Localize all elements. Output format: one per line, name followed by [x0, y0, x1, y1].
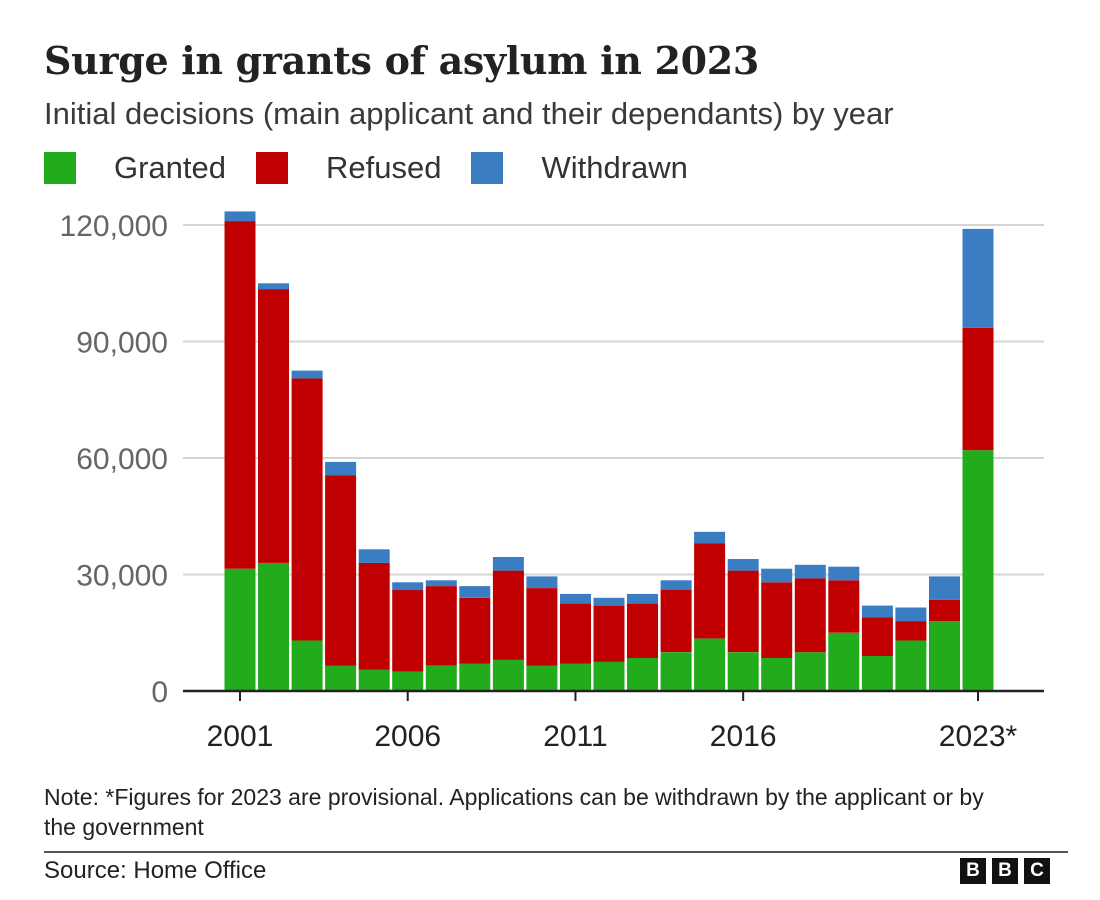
bar-refused	[291, 378, 323, 641]
bar-granted	[828, 632, 860, 692]
x-tick-label: 2006	[374, 720, 441, 753]
chart-subtitle: Initial decisions (main applicant and th…	[44, 96, 894, 131]
legend-swatch-granted	[44, 152, 76, 184]
bar-refused	[627, 603, 658, 658]
bar-granted	[660, 652, 692, 691]
bar-granted	[358, 669, 390, 691]
bar-withdrawn	[425, 580, 457, 587]
bar-refused	[492, 570, 524, 660]
bar-withdrawn	[258, 283, 289, 290]
bar-granted	[459, 663, 491, 691]
bar-refused	[794, 578, 826, 653]
y-tick-label: 60,000	[76, 443, 168, 476]
bar-withdrawn	[962, 228, 994, 328]
bar-refused	[962, 327, 994, 451]
chart-title: Surge in grants of asylum in 2023	[44, 38, 760, 83]
bar-granted	[727, 652, 759, 691]
bar-withdrawn	[660, 580, 692, 590]
bar-refused	[459, 597, 491, 664]
y-tick-label: 120,000	[60, 210, 168, 243]
bar-granted	[593, 661, 625, 691]
bar-withdrawn	[929, 576, 960, 600]
legend-item-withdrawn: Withdrawn	[471, 150, 688, 186]
y-tick-label: 30,000	[76, 560, 168, 593]
bbc-logo-letter: C	[1024, 858, 1050, 884]
bar-withdrawn	[694, 531, 726, 544]
bar-granted	[258, 562, 289, 691]
footer-divider	[44, 851, 1068, 853]
bar-refused	[258, 289, 289, 563]
bar-refused	[325, 475, 357, 666]
bar-withdrawn	[492, 557, 524, 571]
bar-granted	[929, 621, 960, 691]
bar-granted	[895, 640, 927, 691]
bar-withdrawn	[861, 605, 893, 618]
legend-swatch-refused	[256, 152, 289, 184]
bar-granted	[492, 659, 524, 691]
bbc-logo-letter: B	[960, 858, 986, 884]
bbc-logo-letter: B	[992, 858, 1018, 884]
bbc-logo: B B C	[960, 858, 1056, 884]
bar-granted	[761, 658, 793, 691]
bar-withdrawn	[627, 593, 658, 604]
legend: Granted Refused Withdrawn	[44, 150, 718, 186]
bar-refused	[895, 621, 927, 641]
bar-granted	[425, 665, 457, 691]
x-tick-label: 2011	[543, 720, 608, 753]
x-tick-label: 2016	[710, 720, 777, 753]
bar-refused	[694, 543, 726, 639]
bar-refused	[929, 599, 960, 622]
bar-withdrawn	[358, 549, 390, 563]
bar-refused	[560, 603, 591, 664]
x-tick-label: 2001	[207, 720, 274, 753]
bar-granted	[627, 658, 658, 691]
bar-withdrawn	[526, 576, 558, 589]
bar-granted	[224, 568, 256, 691]
chart-note: Note: *Figures for 2023 are provisional.…	[44, 784, 984, 840]
bar-refused	[660, 590, 692, 653]
bar-withdrawn	[593, 597, 625, 606]
legend-item-refused: Refused	[256, 150, 441, 186]
bar-granted	[526, 665, 558, 691]
bar-granted	[560, 663, 591, 691]
bar-withdrawn	[560, 593, 591, 604]
bar-refused	[828, 580, 860, 633]
bar-refused	[526, 588, 558, 666]
stacked-bar-chart: 0 30,000 60,000 90,000 120,000 2001 2006 2011 20…	[60, 210, 1044, 753]
bar-withdrawn	[761, 568, 793, 583]
bar-granted	[962, 450, 994, 691]
bar-refused	[425, 586, 457, 666]
legend-label-granted: Granted	[114, 150, 227, 185]
y-tick-label: 90,000	[76, 327, 168, 360]
bar-granted	[291, 640, 323, 691]
legend-swatch-withdrawn	[471, 152, 504, 184]
bar-refused	[861, 617, 893, 656]
bar-refused	[358, 562, 390, 670]
legend-label-withdrawn: Withdrawn	[541, 150, 688, 185]
x-tick-label: 2023*	[939, 720, 1018, 753]
bar-withdrawn	[727, 559, 759, 571]
bar-withdrawn	[224, 211, 256, 222]
bar-withdrawn	[828, 566, 860, 581]
bar-withdrawn	[459, 586, 491, 598]
y-tick-label: 0	[151, 676, 168, 709]
bar-refused	[761, 582, 793, 658]
legend-label-refused: Refused	[326, 150, 442, 185]
legend-item-granted: Granted	[44, 150, 226, 186]
bar-refused	[224, 221, 256, 569]
bar-refused	[392, 590, 424, 672]
bar-granted	[861, 656, 893, 691]
bar-withdrawn	[392, 582, 424, 591]
bar-refused	[593, 605, 625, 662]
bar-withdrawn	[794, 564, 826, 579]
bar-granted	[794, 652, 826, 691]
bar-withdrawn	[895, 607, 927, 622]
bar-granted	[392, 671, 424, 691]
source-text: Source: Home Office	[44, 857, 267, 884]
bar-granted	[694, 638, 726, 691]
bar-withdrawn	[325, 461, 357, 476]
bar-withdrawn	[291, 370, 323, 379]
bar-refused	[727, 570, 759, 653]
bar-granted	[325, 665, 357, 691]
